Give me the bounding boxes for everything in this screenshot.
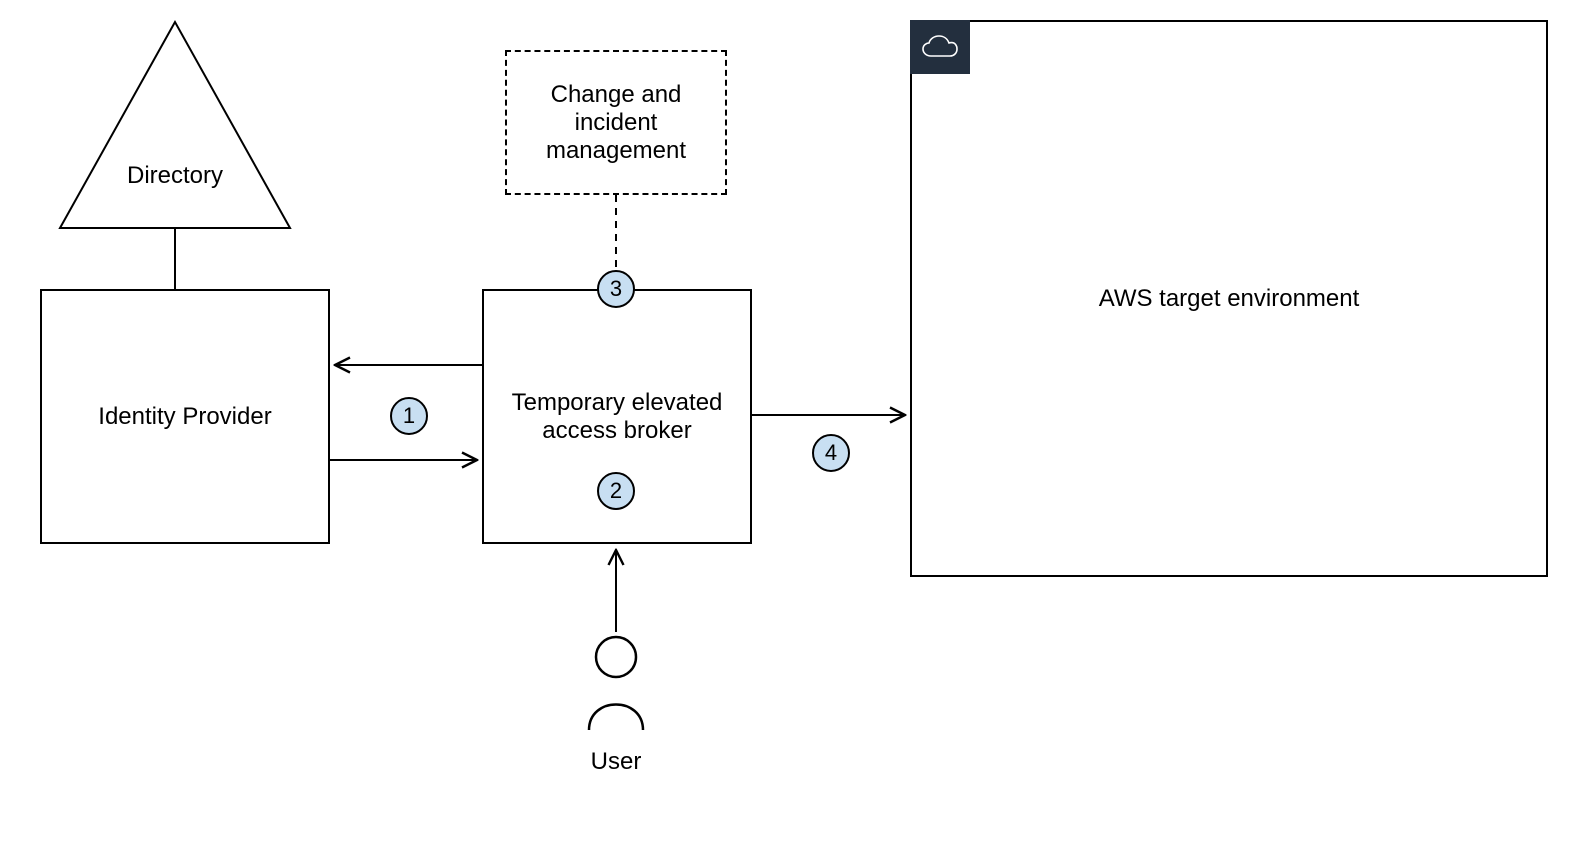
change-incident-node: Change and incident management	[505, 50, 727, 195]
identity-provider-node: Identity Provider	[40, 289, 330, 544]
step-badge-2: 2	[597, 472, 635, 510]
change-incident-label: Change and incident management	[517, 81, 715, 165]
cloud-icon	[910, 20, 970, 74]
aws-target-node: AWS target environment	[910, 20, 1548, 577]
user-label: User	[556, 748, 676, 776]
step-badge-1: 1	[390, 397, 428, 435]
directory-node	[60, 22, 290, 228]
user-icon	[589, 637, 643, 730]
diagram-canvas: Directory Identity Provider Change and i…	[0, 0, 1593, 845]
step-badge-3: 3	[597, 270, 635, 308]
aws-target-label: AWS target environment	[1099, 285, 1360, 313]
identity-provider-label: Identity Provider	[98, 403, 271, 431]
step-badge-4: 4	[812, 434, 850, 472]
directory-label: Directory	[60, 162, 290, 190]
broker-label: Temporary elevated access broker	[496, 389, 738, 445]
